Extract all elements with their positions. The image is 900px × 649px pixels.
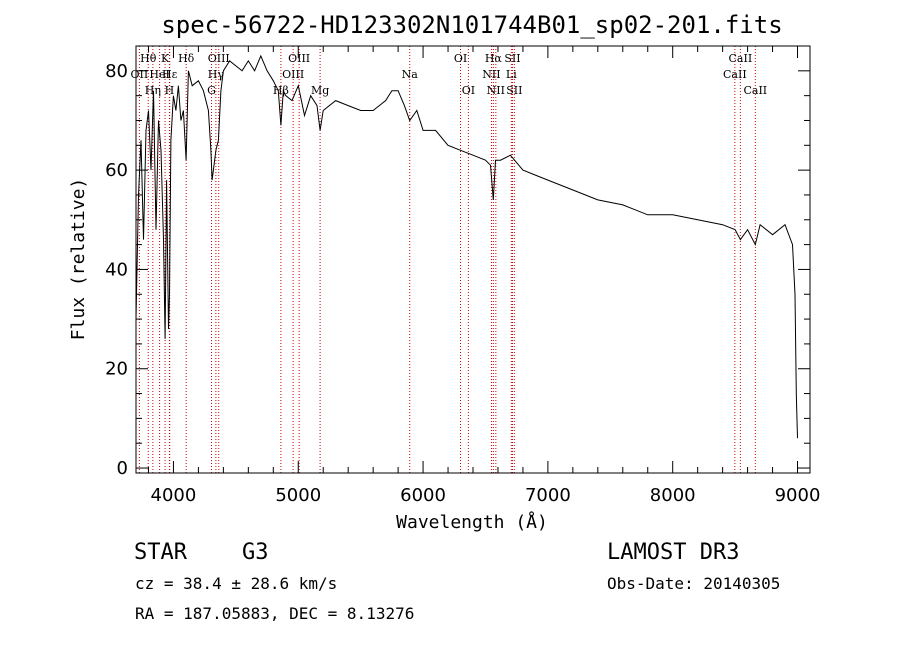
flux-series-line — [135, 54, 798, 439]
line-label-0: OII — [131, 68, 149, 81]
y-tick-label-3: 60 — [105, 160, 128, 181]
line-label-7: Hδ — [178, 52, 195, 65]
line-label-9: Hγ — [208, 68, 225, 81]
line-label-23: SII — [506, 84, 522, 97]
line-label-16: OI — [454, 52, 467, 65]
y-axis-label: Flux (relative) — [68, 178, 89, 341]
coordinates: RA = 187.05883, DEC = 8.13276 — [135, 604, 415, 623]
x-tick-label-2: 6000 — [400, 485, 446, 506]
chart-title: spec-56722-HD123302N101744B01_sp02-201.f… — [161, 11, 782, 39]
line-label-3: HeI — [149, 68, 169, 81]
line-label-14: Mg — [311, 84, 329, 97]
line-label-6: Hε — [162, 68, 178, 81]
y-tick-label-4: 80 — [105, 61, 128, 82]
x-tick-label-4: 8000 — [650, 485, 696, 506]
redshift-info: cz = 38.4 ± 28.6 km/s — [135, 574, 338, 593]
line-label-22: SII — [504, 52, 520, 65]
line-label-21: Li — [506, 68, 517, 81]
observation-date: Obs-Date: 20140305 — [607, 574, 781, 593]
axis-tick-labels: 4000 5000 6000 7000 8000 9000 0 20 40 60 80 — [105, 61, 820, 506]
line-label-18: NII — [482, 68, 500, 81]
x-tick-label-1: 5000 — [275, 485, 321, 506]
line-label-5: H — [165, 84, 175, 97]
line-label-8: G — [207, 84, 216, 97]
line-label-19: Hα — [485, 52, 503, 65]
y-tick-label-2: 40 — [105, 259, 128, 280]
axis-ticks — [136, 46, 810, 473]
line-label-12: OIII — [282, 68, 304, 81]
line-label-2: Hη — [145, 84, 161, 97]
line-label-10: OIII — [208, 52, 230, 65]
survey-name: LAMOST DR3 — [607, 540, 740, 565]
line-label-13: OIII — [288, 52, 310, 65]
y-tick-label-1: 20 — [105, 359, 128, 380]
x-tick-label-5: 9000 — [775, 485, 821, 506]
spectral-line-markers — [138, 46, 756, 473]
object-class: STAR — [134, 540, 187, 565]
line-label-25: CaII — [729, 52, 753, 65]
line-label-4: K — [161, 52, 170, 65]
x-tick-label-0: 4000 — [151, 485, 197, 506]
line-label-26: CaII — [743, 84, 767, 97]
line-label-17: OI — [462, 84, 475, 97]
line-label-24: CaII — [723, 68, 747, 81]
line-label-11: Hβ — [273, 84, 289, 97]
line-label-20: NII — [487, 84, 505, 97]
line-label-1: Hθ — [140, 52, 157, 65]
y-tick-label-0: 0 — [117, 458, 128, 479]
plot-frame — [135, 45, 811, 474]
x-tick-label-3: 7000 — [525, 485, 571, 506]
x-axis-label: Wavelength (Å) — [396, 511, 548, 533]
object-subclass: G3 — [242, 540, 269, 565]
line-label-15: Na — [402, 68, 419, 81]
